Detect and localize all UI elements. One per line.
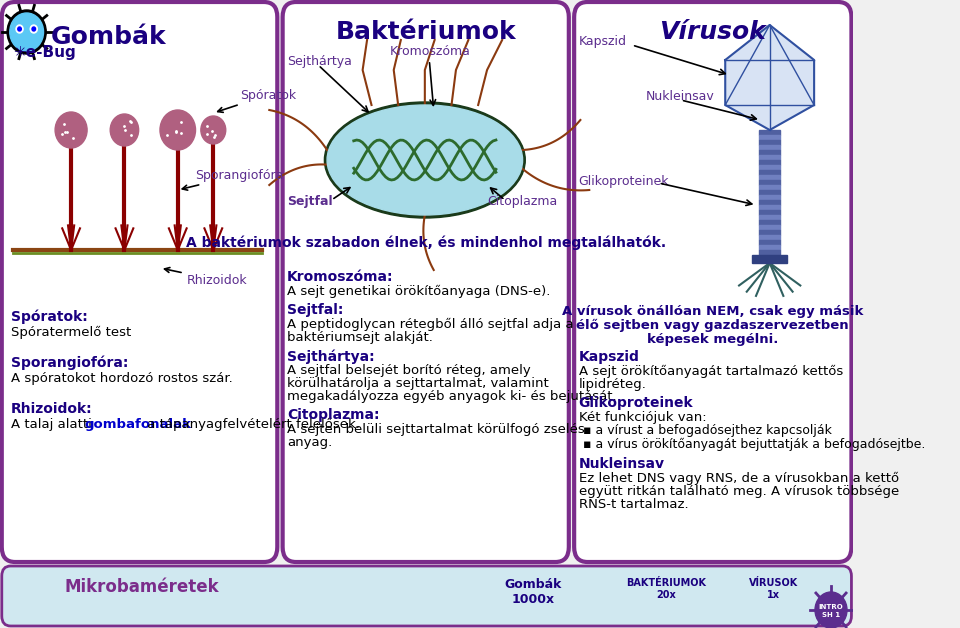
Text: Vírusok: Vírusok xyxy=(660,20,766,44)
Bar xyxy=(759,160,780,165)
FancyBboxPatch shape xyxy=(2,2,277,562)
Bar xyxy=(759,215,780,220)
Text: A sejtfal belsejét borító réteg, amely: A sejtfal belsejét borító réteg, amely xyxy=(287,364,531,377)
Polygon shape xyxy=(725,25,814,130)
Bar xyxy=(759,135,780,140)
Bar xyxy=(759,165,780,170)
Bar xyxy=(759,245,780,250)
Text: együtt ritkán található meg. A vírusok többsége: együtt ritkán található meg. A vírusok t… xyxy=(579,485,899,498)
Text: Kromoszóma: Kromoszóma xyxy=(390,45,470,58)
Bar xyxy=(759,185,780,190)
Text: Nukleinsav: Nukleinsav xyxy=(579,457,664,471)
Text: Sporangiofóra:: Sporangiofóra: xyxy=(11,356,128,371)
Text: anyag.: anyag. xyxy=(287,436,332,449)
Text: képesek megélni.: képesek megélni. xyxy=(647,333,779,346)
Bar xyxy=(759,145,780,150)
Bar xyxy=(759,130,780,135)
Text: a tápanyagfelvételért felelősek.: a tápanyagfelvételért felelősek. xyxy=(143,418,360,431)
Bar xyxy=(759,175,780,180)
Text: A talaj alatti: A talaj alatti xyxy=(11,418,96,431)
Text: VÍRUSOK
1x: VÍRUSOK 1x xyxy=(749,578,798,600)
Text: Mikrobaméretek: Mikrobaméretek xyxy=(65,578,220,596)
Bar xyxy=(752,255,787,263)
Text: Spóratermelő test: Spóratermelő test xyxy=(11,326,131,339)
Text: élő sejtben vagy gazdaszervezetben: élő sejtben vagy gazdaszervezetben xyxy=(577,319,849,332)
Text: Spóratok: Spóratok xyxy=(218,89,296,112)
Circle shape xyxy=(10,13,43,51)
Text: SH 1: SH 1 xyxy=(822,612,840,618)
Text: Sejtfal:: Sejtfal: xyxy=(287,303,344,317)
Text: Sporangiofóra: Sporangiofóra xyxy=(182,168,284,190)
Circle shape xyxy=(7,10,46,54)
Text: Gombák
1000x: Gombák 1000x xyxy=(505,578,562,606)
Text: Gombák: Gombák xyxy=(51,25,166,49)
Text: Citoplazma: Citoplazma xyxy=(487,195,558,208)
Bar xyxy=(759,200,780,205)
Text: A spóratokot hordozó rostos szár.: A spóratokot hordozó rostos szár. xyxy=(11,372,232,385)
Text: Két funkciójuk van:: Két funkciójuk van: xyxy=(579,411,707,424)
FancyBboxPatch shape xyxy=(282,2,569,562)
FancyBboxPatch shape xyxy=(574,2,852,562)
Text: baktériumsejt alakját.: baktériumsejt alakját. xyxy=(287,331,433,344)
Text: Kromoszóma:: Kromoszóma: xyxy=(287,270,394,284)
Bar xyxy=(759,240,780,245)
Text: ▪ a vírust a befogadósejthez kapcsolják: ▪ a vírust a befogadósejthez kapcsolják xyxy=(583,424,832,437)
Bar xyxy=(759,190,780,195)
Circle shape xyxy=(160,110,196,150)
Text: INTRO: INTRO xyxy=(819,604,844,610)
Text: Kapszid: Kapszid xyxy=(579,35,627,48)
Text: A sejt genetikai örökítőanyaga (DNS-e).: A sejt genetikai örökítőanyaga (DNS-e). xyxy=(287,285,550,298)
Text: Ez lehet DNS vagy RNS, de a vírusokban a kettő: Ez lehet DNS vagy RNS, de a vírusokban a… xyxy=(579,472,899,485)
Text: Glikoproteinek: Glikoproteinek xyxy=(579,396,693,410)
Bar xyxy=(759,180,780,185)
FancyBboxPatch shape xyxy=(2,566,852,626)
Text: gombafonalak: gombafonalak xyxy=(84,418,191,431)
Circle shape xyxy=(32,27,36,31)
Circle shape xyxy=(55,112,87,148)
Bar xyxy=(759,250,780,255)
Text: Nukleinsav: Nukleinsav xyxy=(645,90,714,103)
Bar xyxy=(759,205,780,210)
Text: A sejten belüli sejttartalmat körülfogó zselés: A sejten belüli sejttartalmat körülfogó … xyxy=(287,423,585,436)
Circle shape xyxy=(201,116,226,144)
Bar xyxy=(759,220,780,225)
Ellipse shape xyxy=(324,102,525,218)
Ellipse shape xyxy=(327,105,522,215)
Text: A peptidoglycan rétegből álló sejtfal adja a: A peptidoglycan rétegből álló sejtfal ad… xyxy=(287,318,574,331)
Text: BAKTÉRIUMOK
20x: BAKTÉRIUMOK 20x xyxy=(627,578,707,600)
Bar xyxy=(759,230,780,235)
Bar xyxy=(759,140,780,145)
Bar xyxy=(759,235,780,240)
Text: ✳e-Bug: ✳e-Bug xyxy=(13,45,76,60)
Text: Glikoproteinek: Glikoproteinek xyxy=(579,175,669,188)
Text: Rhizoidok:: Rhizoidok: xyxy=(11,402,92,416)
Bar xyxy=(759,225,780,230)
Bar xyxy=(759,150,780,155)
Text: lipidréteg.: lipidréteg. xyxy=(579,378,646,391)
Text: ▪ a vírus örökítőanyagát bejuttatják a befogadósejtbe.: ▪ a vírus örökítőanyagát bejuttatják a b… xyxy=(583,438,925,451)
Bar xyxy=(759,170,780,175)
Text: Sejtfal: Sejtfal xyxy=(287,195,333,208)
Text: Baktériumok: Baktériumok xyxy=(335,20,516,44)
Text: Rhizoidok: Rhizoidok xyxy=(164,268,248,286)
Circle shape xyxy=(16,25,23,33)
Text: RNS-t tartalmaz.: RNS-t tartalmaz. xyxy=(579,498,688,511)
Text: A sejt örökítőanyagát tartalmazó kettős: A sejt örökítőanyagát tartalmazó kettős xyxy=(579,365,843,378)
Text: megakadályozza egyéb anyagok ki- és bejutását.: megakadályozza egyéb anyagok ki- és beju… xyxy=(287,390,616,403)
Text: körülhatárolja a sejttartalmat, valamint: körülhatárolja a sejttartalmat, valamint xyxy=(287,377,549,390)
Text: Spóratok:: Spóratok: xyxy=(11,310,87,325)
Bar xyxy=(759,210,780,215)
Text: A baktériumok szabadon élnek, és mindenhol megtalálhatók.: A baktériumok szabadon élnek, és mindenh… xyxy=(185,235,666,249)
Circle shape xyxy=(30,25,37,33)
Text: Kapszid: Kapszid xyxy=(579,350,639,364)
Text: Citoplazma:: Citoplazma: xyxy=(287,408,379,422)
Text: Sejthártya: Sejthártya xyxy=(287,55,352,68)
Text: Sejthártya:: Sejthártya: xyxy=(287,349,374,364)
Circle shape xyxy=(18,27,21,31)
Text: A vírusok önállóan NEM, csak egy másik: A vírusok önállóan NEM, csak egy másik xyxy=(563,305,863,318)
Circle shape xyxy=(110,114,138,146)
Bar xyxy=(759,155,780,160)
Circle shape xyxy=(815,592,847,628)
Bar xyxy=(759,195,780,200)
